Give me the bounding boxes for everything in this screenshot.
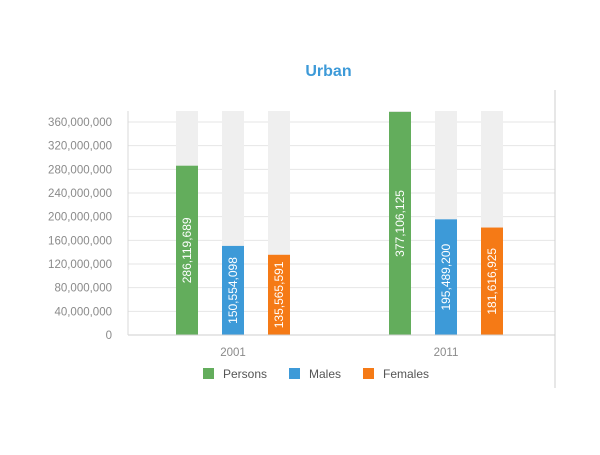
data-label: 195,489,200	[439, 243, 453, 310]
x-tick-label: 2011	[434, 347, 459, 359]
legend-label: Males	[309, 367, 341, 381]
y-tick-label: 120,000,000	[48, 259, 112, 271]
bars	[176, 111, 503, 335]
y-tick-label: 200,000,000	[48, 212, 112, 224]
y-tick-label: 40,000,000	[54, 306, 112, 318]
y-tick-label: 160,000,000	[48, 235, 112, 247]
bar-males-2011[interactable]	[435, 219, 457, 335]
data-label: 377,106,125	[393, 190, 407, 257]
bar-females-2011[interactable]	[481, 227, 503, 335]
bar-males-2001[interactable]	[222, 245, 244, 335]
legend-item-females[interactable]: Females	[363, 367, 429, 381]
legend-swatch	[363, 368, 374, 379]
legend-item-persons[interactable]: Persons	[203, 367, 267, 381]
bar-persons-2011[interactable]	[389, 111, 411, 335]
data-label: 150,554,098	[226, 257, 240, 324]
axes: 0 40,000,000 80,000,000 120,000,000 160,000,…	[48, 90, 556, 388]
y-tick-label: 360,000,000	[48, 117, 112, 129]
y-tick-label: 280,000,000	[48, 164, 112, 176]
bar-persons-2001[interactable]	[176, 165, 198, 335]
chart-title: Urban	[305, 63, 352, 80]
x-tick-label: 2001	[220, 347, 246, 359]
data-label: 135,565,591	[272, 261, 286, 328]
gridlines	[128, 121, 555, 312]
legend-swatch	[203, 368, 214, 379]
data-label: 286,119,689	[180, 217, 194, 283]
legend-swatch	[289, 368, 300, 379]
y-tick-label: 0	[106, 330, 112, 342]
y-tick-label: 240,000,000	[48, 188, 112, 200]
bar-females-2001[interactable]	[268, 254, 290, 335]
data-label: 181,616,925	[485, 248, 499, 315]
data-labels: 286,119,689 150,554,098 135,565,591 377,106…	[180, 190, 499, 329]
legend-label: Females	[383, 367, 429, 381]
legend: Persons Males Females	[203, 367, 429, 381]
y-tick-label: 320,000,000	[48, 141, 112, 153]
legend-item-males[interactable]: Males	[289, 367, 341, 381]
y-tick-label: 80,000,000	[54, 283, 112, 295]
legend-label: Persons	[223, 367, 267, 381]
